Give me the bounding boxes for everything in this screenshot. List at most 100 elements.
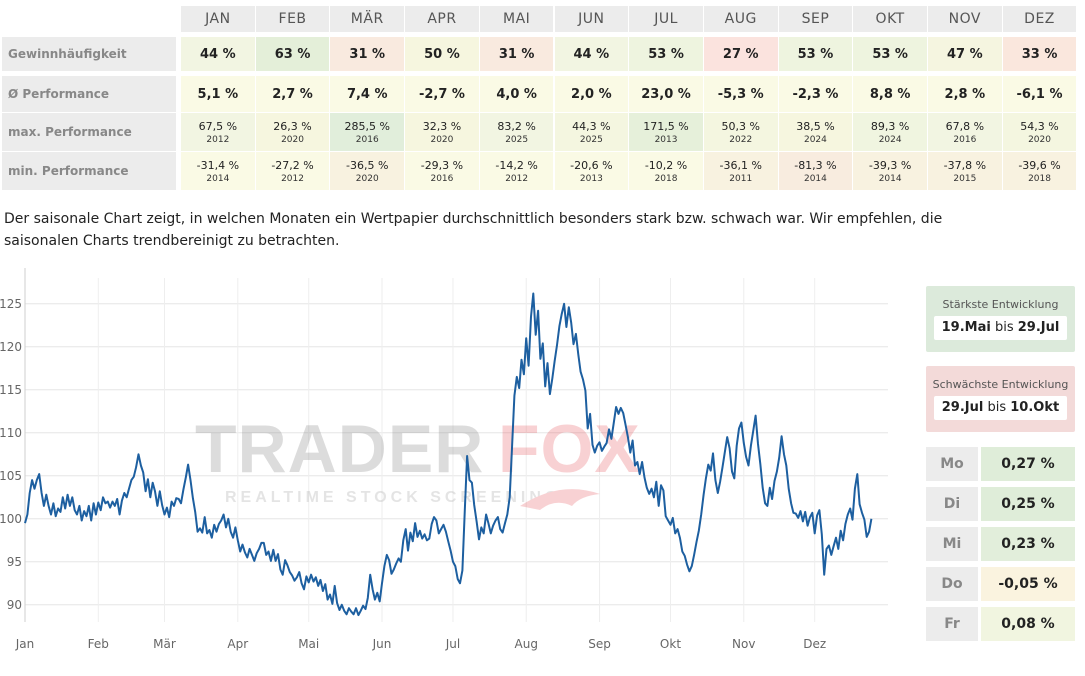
- month-header-row: JAN FEB MÄR APR MAI JUN JUL AUG SEP OKT NOV DEZ: [0, 6, 1085, 32]
- cell-value: 31 %: [498, 46, 535, 62]
- cell-year: 2016: [430, 173, 454, 184]
- weekday-value: 0,25 %: [981, 487, 1075, 521]
- chart-axes: 90 95 100 105 110 115 120 125 Jan Feb Mär Apr Mai Jun…: [0, 268, 826, 651]
- weekday-label: Fr: [926, 607, 978, 641]
- strongest-sep: bis: [994, 320, 1014, 335]
- cell-year: 2022: [729, 134, 753, 145]
- cell-value: -31,4 %: [196, 158, 240, 172]
- cell-value: 33 %: [1021, 46, 1058, 62]
- y-tick-label: 115: [0, 383, 22, 397]
- weekday-row-mo: Mo 0,27 %: [926, 447, 1075, 481]
- table-cell-jun: 2,0 %: [554, 76, 629, 112]
- weekday-row-mi: Mi 0,23 %: [926, 527, 1075, 561]
- month-header-feb: FEB: [255, 6, 330, 32]
- chart-grid: [24, 278, 888, 622]
- row-label: Gewinnhäufigkeit: [2, 37, 176, 71]
- row-label: min. Performance: [2, 152, 176, 190]
- cell-value: 50 %: [424, 46, 460, 62]
- cell-year: 2020: [1028, 134, 1051, 145]
- cell-value: 27 %: [722, 46, 759, 62]
- min-performance-row: min. Performance -31,4 % 2014 -27,2 % 2012 -3…: [0, 152, 1085, 190]
- cell-value: -81,3 %: [794, 158, 837, 172]
- cell-year: 2012: [281, 173, 304, 184]
- cell-value: 8,8 %: [869, 86, 911, 102]
- weakest-from: 29.Jul: [941, 400, 984, 415]
- table-cell-sep: -2,3 %: [778, 76, 853, 112]
- weekday-value: 0,23 %: [981, 527, 1075, 561]
- cell-value: -2,3 %: [792, 86, 839, 102]
- watermark-brand-a: TRADER: [195, 411, 484, 487]
- cell-value: 53 %: [648, 46, 684, 62]
- y-tick-label: 120: [0, 340, 22, 354]
- table-cell-aug: -36,1 % 2011: [703, 152, 778, 190]
- y-tick-label: 105: [0, 469, 22, 483]
- cell-value: 50,3 %: [721, 119, 760, 133]
- cell-year: 2025: [579, 134, 603, 145]
- y-tick-label: 100: [0, 512, 22, 526]
- table-cell-jun: -20,6 % 2013: [554, 152, 629, 190]
- watermark-brand-b: FOX: [498, 411, 641, 487]
- month-header-sep: SEP: [778, 6, 853, 32]
- cell-year: 2012: [505, 173, 529, 184]
- cell-value: -5,3 %: [717, 86, 764, 102]
- table-cell-okt: 53 %: [853, 37, 927, 71]
- x-tick-label: Mai: [298, 637, 319, 651]
- cell-value: 7,4 %: [346, 86, 388, 102]
- table-cell-jan: 67,5 % 2012: [181, 113, 255, 151]
- cell-value: 47 %: [947, 46, 983, 62]
- cell-value: 67,5 %: [198, 119, 238, 133]
- weekday-row-do: Do -0,05 %: [926, 567, 1075, 601]
- traderfox-watermark: TRADER FOX REALTIME STOCK SCREENING: [195, 411, 641, 510]
- cell-year: 2012: [206, 134, 230, 145]
- cell-value: 83,2 %: [497, 119, 536, 133]
- weakest-to: 10.Okt: [1010, 400, 1060, 415]
- seasonal-chart[interactable]: TRADER FOX REALTIME STOCK SCREENING 90 95…: [0, 258, 905, 668]
- cell-value: 171,5 %: [643, 119, 689, 133]
- cell-year: 2020: [355, 173, 379, 184]
- month-header-nov: NOV: [928, 6, 1002, 32]
- cell-value: 89,3 %: [870, 119, 910, 133]
- strongest-title: Stärkste Entwicklung: [942, 298, 1059, 311]
- row-label: max. Performance: [2, 113, 176, 151]
- table-cell-jan: -31,4 % 2014: [181, 152, 255, 190]
- month-header-jul: JUL: [629, 6, 703, 32]
- weekday-label: Mo: [926, 447, 978, 481]
- cell-value: -27,2 %: [271, 158, 314, 172]
- table-cell-dez: -39,6 % 2018: [1002, 152, 1077, 190]
- x-tick-label: Mär: [153, 637, 176, 651]
- table-cell-mai: -14,2 % 2012: [479, 152, 554, 190]
- table-cell-jul: 171,5 % 2013: [629, 113, 703, 151]
- month-header-jan: JAN: [181, 6, 255, 32]
- weekday-row-fr: Fr 0,08 %: [926, 607, 1075, 641]
- table-cell-aug: -5,3 %: [703, 76, 778, 112]
- strongest-range: 19.Mai bis 29.Jul: [934, 316, 1067, 340]
- weekday-row-di: Di 0,25 %: [926, 487, 1075, 521]
- max-performance-row: max. Performance 67,5 % 2012 26,3 % 2020 285,…: [0, 113, 1085, 151]
- cell-value: 2,0 %: [571, 86, 612, 102]
- x-tick-label: Feb: [88, 637, 109, 651]
- cell-value: -14,2 %: [495, 158, 538, 172]
- weekday-value: -0,05 %: [981, 567, 1075, 601]
- table-cell-apr: -29,3 % 2016: [405, 152, 479, 190]
- chart-description: Der saisonale Chart zeigt, in welchen Mo…: [4, 211, 943, 249]
- y-tick-label: 125: [0, 297, 22, 311]
- month-header-dez: DEZ: [1002, 6, 1077, 32]
- cell-value: -39,3 %: [868, 158, 912, 172]
- cell-year: 2014: [206, 173, 230, 184]
- x-tick-label: Okt: [660, 637, 681, 651]
- weekday-label: Mi: [926, 527, 978, 561]
- cell-value: 32,3 %: [422, 119, 462, 133]
- table-cell-dez: 54,3 % 2020: [1002, 113, 1077, 151]
- cell-value: 44 %: [573, 46, 610, 62]
- cell-year: 2011: [729, 173, 753, 184]
- weakest-title: Schwächste Entwicklung: [932, 378, 1069, 391]
- cell-value: 54,3 %: [1020, 119, 1059, 133]
- table-cell-mai: 83,2 % 2025: [479, 113, 554, 151]
- x-tick-label: Dez: [803, 637, 826, 651]
- cell-value: 44 %: [200, 46, 236, 62]
- cell-year: 2016: [953, 134, 977, 145]
- table-cell-jul: 53 %: [629, 37, 703, 71]
- cell-year: 2014: [878, 173, 902, 184]
- weakest-period-box: Schwächste Entwicklung 29.Jul bis 10.Okt: [926, 366, 1075, 432]
- table-cell-sep: -81,3 % 2014: [778, 152, 853, 190]
